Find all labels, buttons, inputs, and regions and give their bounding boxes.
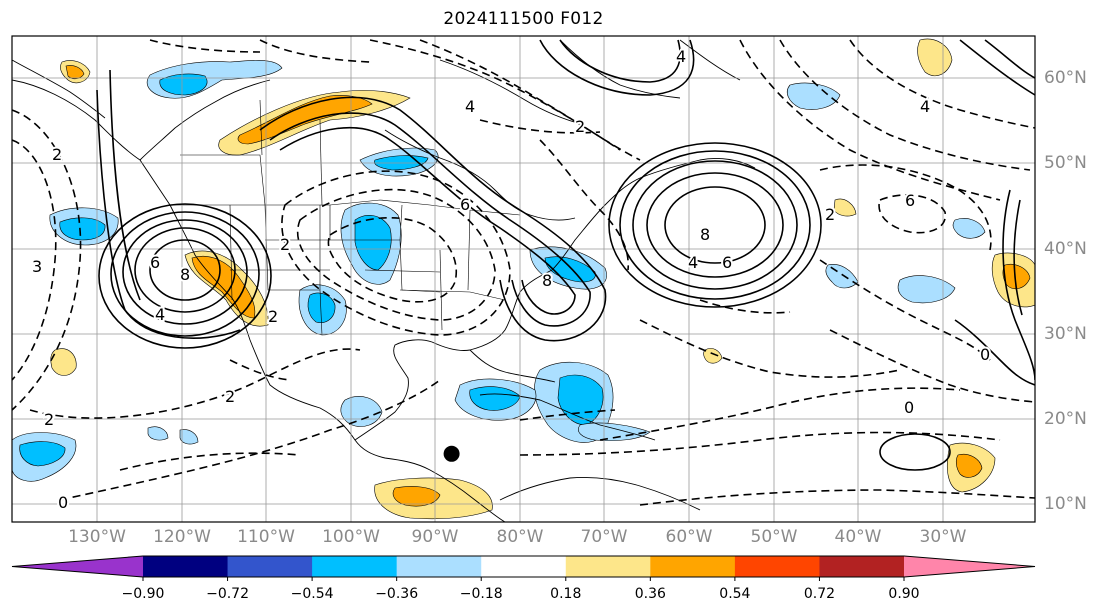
contour-label: 6: [722, 253, 732, 272]
lon-label: 80°W: [496, 527, 544, 547]
contour-label: 2: [52, 145, 62, 164]
contour-label: 8: [542, 271, 552, 290]
colorbar-tick-label: 0.54: [719, 586, 751, 602]
lat-label: 20°N: [1044, 409, 1087, 429]
contour-label: 2: [225, 387, 235, 406]
contour-label: 4: [920, 97, 930, 116]
lat-label: 50°N: [1044, 153, 1087, 173]
marker-layer: [443, 445, 460, 462]
lon-label: 110°W: [237, 527, 295, 547]
contour-label: 3: [32, 257, 42, 276]
colorbar-tick-label: 0.36: [634, 586, 666, 602]
lon-label: 120°W: [153, 527, 211, 547]
colorbar-tick-label: −0.36: [375, 586, 419, 602]
storm-center-marker: [443, 445, 460, 462]
lon-label: 70°W: [580, 527, 628, 547]
contour-label: 0: [58, 493, 68, 512]
lat-label: 10°N: [1044, 494, 1087, 514]
colorbar-tick-label: −0.90: [121, 586, 165, 602]
shaded-anomaly-regions: [12, 38, 1035, 520]
colorbar-tick-label: 0.72: [803, 586, 836, 602]
colorbar-tick-label: −0.54: [290, 586, 334, 602]
lon-label: 90°W: [411, 527, 459, 547]
contour-label: 4: [676, 47, 686, 66]
colorbar-extend-high: [904, 556, 1035, 577]
lat-label: 30°N: [1044, 324, 1087, 344]
colorbar-segment: [650, 556, 736, 577]
colorbar-segment: [312, 556, 398, 577]
colorbar: [11, 555, 1036, 581]
lon-label: 100°W: [322, 527, 380, 547]
colorbar-segment: [734, 556, 820, 577]
map-title: 2024111500 F012: [443, 9, 604, 29]
colorbar-segment: [396, 556, 482, 577]
contour-label: 2: [44, 410, 54, 429]
lon-label: 60°W: [665, 527, 713, 547]
lon-label: 30°W: [919, 527, 967, 547]
contour-label: 6: [460, 195, 470, 214]
positive-contours: [96, 39, 1035, 471]
lon-label: 50°W: [750, 527, 798, 547]
map-frame: [11, 35, 1036, 523]
contour-label: 4: [465, 97, 475, 116]
contour-label: 8: [700, 225, 710, 244]
colorbar-tick-label: −0.72: [206, 586, 249, 602]
lon-label: 40°W: [834, 527, 882, 547]
colorbar-segment: [819, 556, 905, 577]
contour-label: 2: [268, 307, 278, 326]
contour-label: 6: [905, 191, 915, 210]
lon-label: 130°W: [68, 527, 126, 547]
contour-label: 8: [180, 265, 190, 284]
colorbar-segment: [227, 556, 313, 577]
contour-label: 4: [155, 305, 165, 324]
colorbar-segment: [565, 556, 651, 577]
map-plot-area: 2 4 6 8 0 2 4 6 8 4 6 8 2 0 2 2 0 6 4 4 …: [12, 36, 1035, 522]
contour-label: 2: [825, 205, 835, 224]
colorbar-tick-label: 0.18: [550, 586, 582, 602]
colorbar-tick-label: −0.18: [459, 586, 503, 602]
contour-label: 0: [904, 398, 914, 417]
colorbar-segment: [143, 556, 229, 577]
negative-contours: [12, 39, 1035, 506]
contour-label: 2: [575, 117, 585, 136]
coastlines: [12, 39, 756, 522]
lat-label: 60°N: [1044, 68, 1087, 88]
lat-label: 40°N: [1044, 239, 1087, 259]
contour-label-group: 2 4 6 8 0 2 4 6 8 4 6 8 2 0 2 2 0 6 4 4 …: [30, 45, 992, 514]
contour-label: 2: [280, 235, 290, 254]
colorbar-tick-label: 0.90: [888, 586, 920, 602]
contour-label: 4: [688, 253, 698, 272]
colorbar-segment: [481, 556, 567, 577]
contour-label: 6: [150, 253, 160, 272]
contour-label: 0: [980, 345, 990, 364]
colorbar-extend-low: [12, 556, 143, 577]
